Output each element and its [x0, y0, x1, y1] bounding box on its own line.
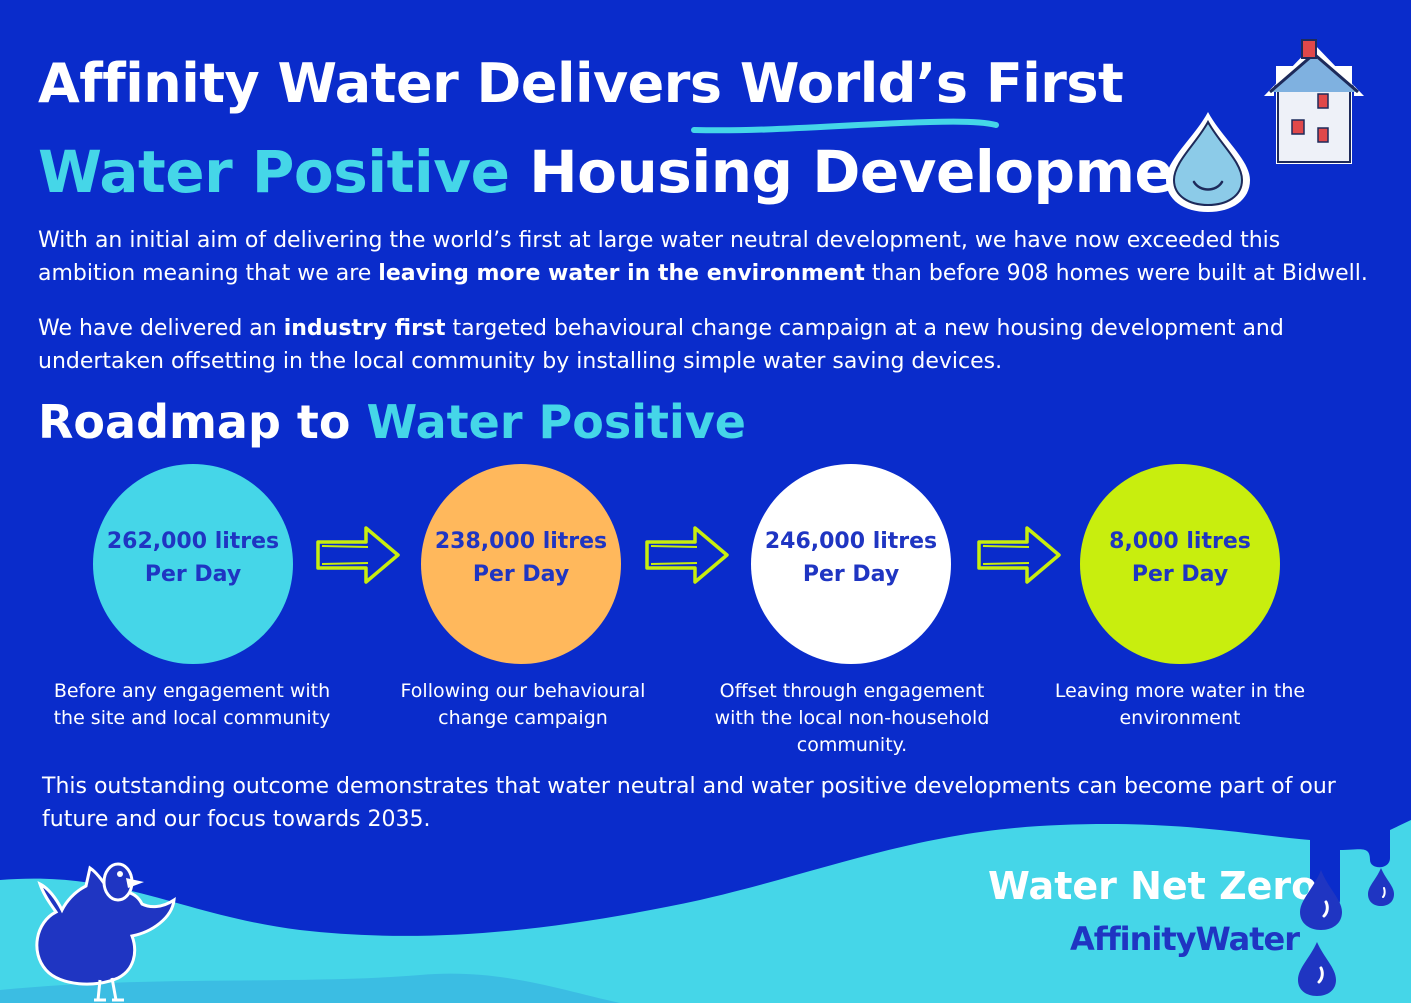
underline-swoosh — [691, 118, 999, 134]
step-1-unit: Per Day — [144, 562, 242, 587]
closing-statement: This outstanding outcome demonstrates th… — [42, 774, 1336, 832]
page-title-line1: Affinity Water Delivers World’s First — [38, 52, 1124, 115]
step-4-value: 8,000 litres — [1109, 529, 1251, 554]
step-3-unit: Per Day — [802, 562, 900, 587]
intro-p1-bold: leaving more water in the environment — [378, 261, 865, 286]
roadmap-step-3-circle: 246,000 litres Per Day — [751, 464, 951, 664]
intro-p2-bold: industry first — [283, 316, 446, 341]
roadmap-step-2-circle: 238,000 litres Per Day — [421, 464, 621, 664]
step-4-caption: Leaving more water in the environment — [1054, 680, 1306, 729]
intro-p1-text-a: With an initial aim of delivering the wo… — [38, 228, 1281, 286]
house-icon — [1264, 39, 1364, 164]
arrow-right-icon — [316, 526, 400, 584]
roadmap-step-4-circle: 8,000 litres Per Day — [1080, 464, 1280, 664]
intro-p1-text-b: than before 908 homes were built at Bidw… — [864, 261, 1368, 286]
intro-paragraph-2: We have delivered an industry first targ… — [38, 312, 1378, 378]
step-2-caption: Following our behavioural change campaig… — [400, 680, 646, 729]
water-drop-smiley-icon — [1166, 112, 1250, 212]
step-3-caption: Offset through engagement with the local… — [714, 680, 990, 756]
duck-mascot-icon — [35, 862, 176, 1002]
step-2-value: 238,000 litres — [434, 529, 608, 554]
page-title-line2: Water Positive Housing Development — [38, 138, 1242, 206]
arrow-right-icon — [645, 526, 729, 584]
step-2-unit: Per Day — [472, 562, 570, 587]
roadmap-step-1-circle: 262,000 litres Per Day — [93, 464, 293, 664]
intro-paragraph-1: With an initial aim of delivering the wo… — [38, 224, 1378, 290]
drip-drop-icon — [1300, 870, 1342, 930]
drip-drop-icon — [1368, 868, 1394, 906]
roadmap-title-accent: Water Positive — [366, 395, 746, 449]
affinity-water-logo: AffinityWater — [1070, 920, 1300, 958]
water-net-zero-label: Water Net Zero — [988, 864, 1318, 908]
step-4-unit: Per Day — [1131, 562, 1229, 587]
title-highlight: World’s First — [739, 52, 1124, 115]
roadmap-title: Roadmap to Water Positive — [38, 395, 746, 449]
title-part2: Housing Development — [509, 138, 1242, 206]
title-part1: Affinity Water Delivers — [38, 52, 740, 115]
step-3-value: 246,000 litres — [764, 529, 938, 554]
step-1-caption: Before any engagement with the site and … — [53, 680, 331, 729]
intro-p2-text-a: We have delivered an — [38, 316, 284, 341]
step-1-value: 262,000 litres — [106, 529, 280, 554]
roadmap-title-part1: Roadmap to — [38, 395, 367, 449]
arrow-right-icon — [977, 526, 1061, 584]
drip-drop-icon — [1298, 942, 1336, 996]
title-accent: Water Positive — [38, 138, 510, 206]
intro-p2-text-b: targeted behavioural change campaign at … — [38, 316, 1284, 374]
